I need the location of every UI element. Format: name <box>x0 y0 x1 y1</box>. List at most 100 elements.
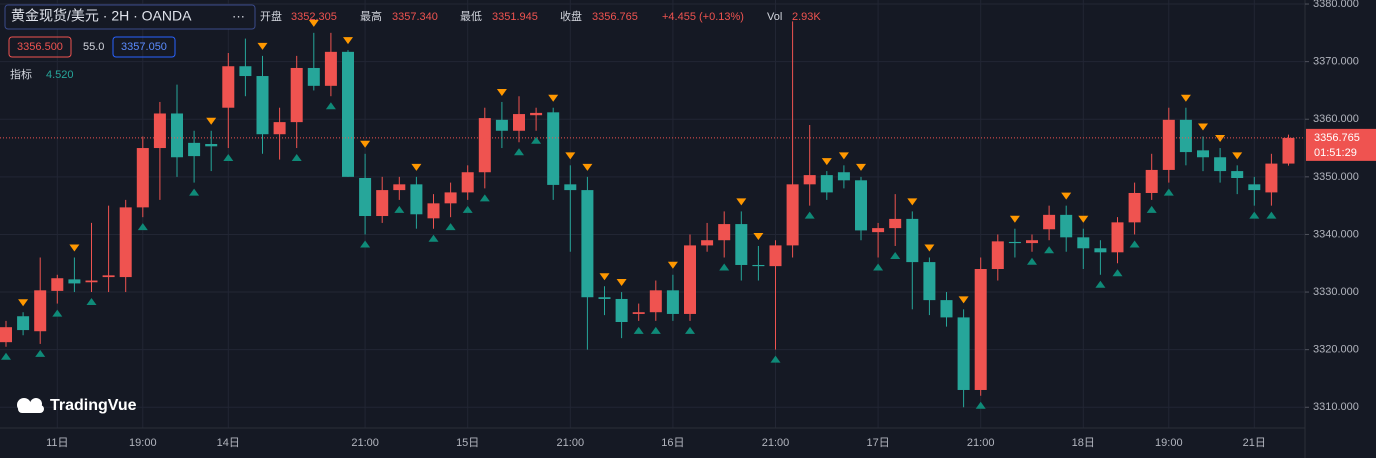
candle-body <box>34 290 47 332</box>
candle-body <box>1162 119 1175 170</box>
sell-signal <box>1061 192 1072 200</box>
candle-body <box>136 148 149 208</box>
candle-body <box>1008 241 1021 244</box>
candle-body <box>513 114 525 131</box>
candle-body <box>769 245 782 267</box>
x-tick-label: 21:00 <box>967 437 995 449</box>
sell-signal <box>1198 123 1208 131</box>
buy-signal <box>394 205 405 213</box>
buy-signal <box>873 263 884 271</box>
candle-body <box>51 278 64 291</box>
x-tick-label: 21日 <box>1243 437 1266 449</box>
buy-signal <box>1266 211 1277 219</box>
ask-box[interactable] <box>112 36 176 58</box>
candle-body <box>615 298 628 323</box>
candle-body <box>1094 248 1107 253</box>
candle-body <box>495 119 508 131</box>
candle-body <box>1145 169 1158 193</box>
y-tick-label: 3350.000 <box>1313 171 1359 183</box>
candle-body <box>0 327 12 343</box>
legend-label: 最低 <box>460 10 482 23</box>
candle-body <box>307 67 320 86</box>
candle-body <box>1214 157 1227 172</box>
candle-body <box>940 300 953 318</box>
sell-signal <box>582 163 593 171</box>
candle-body <box>1197 150 1209 158</box>
candle-body <box>1026 240 1038 244</box>
sell-signal <box>856 163 866 171</box>
candles <box>0 19 1305 409</box>
x-tick-label: 19:00 <box>129 437 157 449</box>
sell-signal <box>565 152 576 160</box>
indicator-label: 指标 <box>10 67 32 81</box>
candle-body <box>153 113 166 149</box>
legend-label: 开盘 <box>260 9 282 23</box>
x-tick-label: 16日 <box>661 437 684 449</box>
title-box[interactable] <box>4 4 256 30</box>
buy-signal <box>223 154 234 162</box>
bid-box[interactable] <box>8 36 72 58</box>
legend-change: +4.455 (+0.13%) <box>662 11 744 23</box>
candle-body <box>991 241 1004 270</box>
legend-value: 3352.305 <box>291 11 337 23</box>
buy-signal <box>445 223 456 231</box>
sell-signal <box>360 140 371 148</box>
buy-signal <box>719 263 730 271</box>
more-button[interactable]: ··· <box>232 8 245 23</box>
candle-body <box>735 224 748 265</box>
candle-body <box>359 177 372 217</box>
sell-signal <box>753 232 764 240</box>
sell-signal <box>206 117 217 125</box>
candle-body <box>837 172 850 181</box>
candle-body <box>786 184 799 246</box>
buy-signal <box>1112 269 1123 277</box>
candle-body <box>376 190 389 217</box>
y-tick-label: 3340.000 <box>1313 228 1359 240</box>
x-tick-label: 15日 <box>456 437 479 449</box>
candle-body <box>324 51 337 86</box>
x-tick-label: 14日 <box>217 437 240 449</box>
x-tick-label: 19:00 <box>1155 437 1183 449</box>
candle-body <box>684 245 696 314</box>
y-tick-label: 3310.000 <box>1313 401 1359 413</box>
buy-signal <box>531 136 542 144</box>
candle-body <box>872 228 885 233</box>
buy-signal <box>479 194 490 202</box>
legend-label: 收盘 <box>560 9 582 23</box>
candle-body <box>1111 222 1124 253</box>
candle-body <box>598 297 611 299</box>
candle-body <box>632 312 645 314</box>
candle-body <box>239 66 252 77</box>
candle-body <box>256 76 269 135</box>
candle-body <box>1265 163 1278 193</box>
candle-body <box>410 184 423 215</box>
candle-body <box>1060 214 1073 238</box>
buy-signal <box>137 223 148 231</box>
candle-body <box>855 180 867 231</box>
sell-signal <box>411 163 422 171</box>
candle-body <box>342 51 354 177</box>
x-tick-label: 17日 <box>866 437 889 449</box>
candle-body <box>205 144 218 147</box>
candle-body <box>820 175 833 193</box>
buy-signal <box>1129 240 1140 248</box>
buy-signal <box>52 309 63 317</box>
candle-body <box>649 290 662 313</box>
sell-signal <box>616 279 627 287</box>
candle-body <box>427 203 440 219</box>
sell-signal <box>667 261 678 269</box>
candle-body <box>974 269 987 390</box>
candle-body <box>1077 237 1090 249</box>
buy-signal <box>633 326 644 334</box>
buy-signal <box>804 211 815 219</box>
buy-signal <box>890 251 901 259</box>
bid: 3356.500 <box>17 41 63 53</box>
candle-body <box>290 67 303 123</box>
buy-signal <box>975 401 986 409</box>
candle-body <box>581 190 594 298</box>
last-price: 3356.765 <box>1314 132 1360 144</box>
candle-body <box>102 275 115 278</box>
candle-body <box>906 218 919 263</box>
candle-body <box>273 122 286 135</box>
